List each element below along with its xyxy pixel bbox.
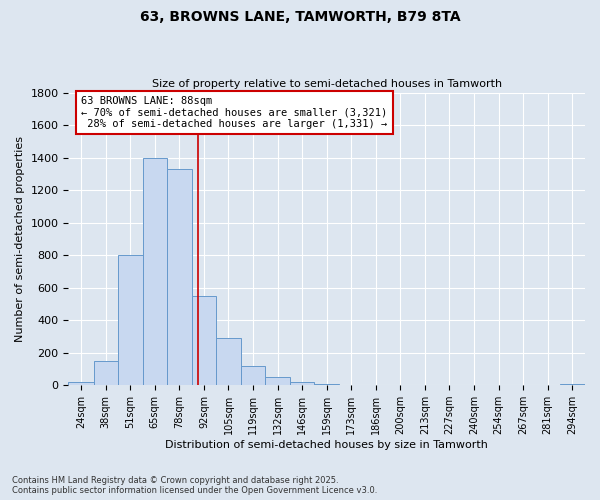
Bar [118,255,143,385]
Bar [560,384,585,385]
Bar [314,384,340,385]
Bar [68,382,94,385]
Bar [265,377,290,385]
Text: 63 BROWNS LANE: 88sqm
← 70% of semi-detached houses are smaller (3,321)
 28% of : 63 BROWNS LANE: 88sqm ← 70% of semi-deta… [81,96,388,129]
Bar [143,158,167,385]
Bar [241,366,265,385]
Text: Contains HM Land Registry data © Crown copyright and database right 2025.
Contai: Contains HM Land Registry data © Crown c… [12,476,377,495]
Bar [290,382,314,385]
Bar [192,296,216,385]
Text: 63, BROWNS LANE, TAMWORTH, B79 8TA: 63, BROWNS LANE, TAMWORTH, B79 8TA [140,10,460,24]
Title: Size of property relative to semi-detached houses in Tamworth: Size of property relative to semi-detach… [152,79,502,89]
Bar [216,338,241,385]
X-axis label: Distribution of semi-detached houses by size in Tamworth: Distribution of semi-detached houses by … [165,440,488,450]
Bar [94,361,118,385]
Y-axis label: Number of semi-detached properties: Number of semi-detached properties [15,136,25,342]
Bar [167,169,192,385]
